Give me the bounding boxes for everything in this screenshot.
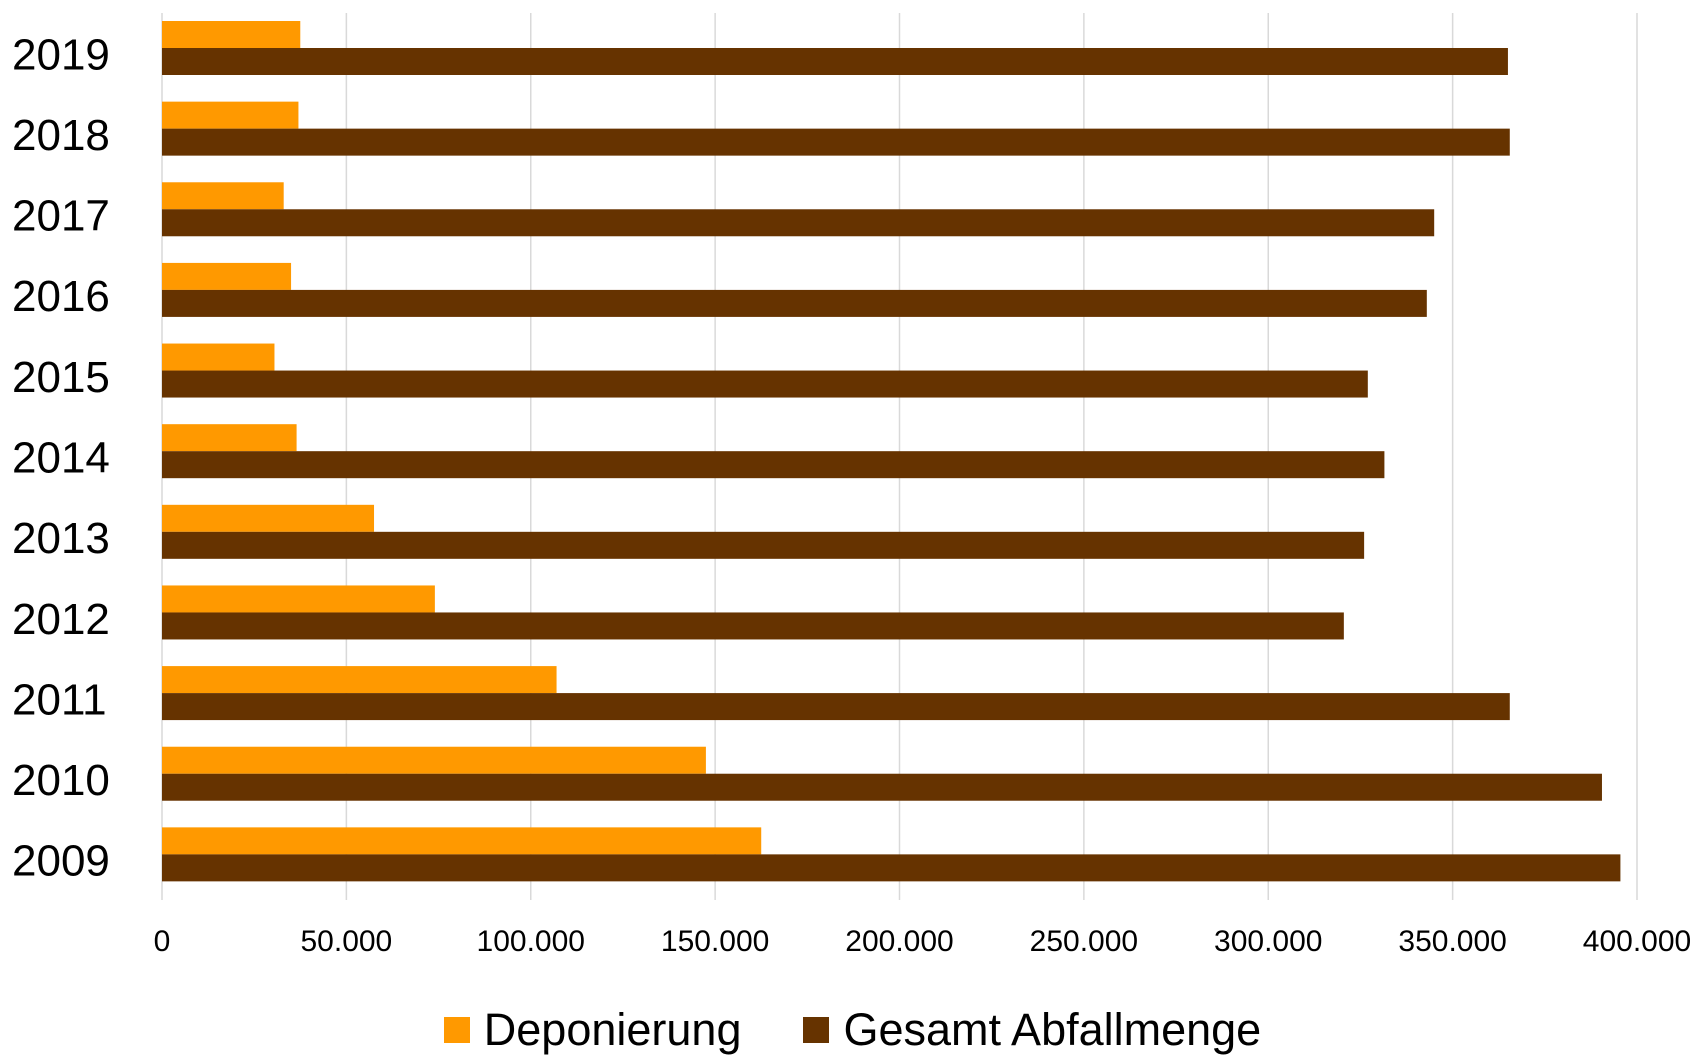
x-tick-label: 0 [154,925,171,958]
legend-swatch-deponierung [443,1017,470,1043]
bar-gesamt-2018 [162,128,1510,156]
x-tick-label: 400.000 [1583,925,1691,958]
category-label: 2016 [12,272,110,321]
x-tick-label: 250.000 [1030,925,1138,958]
category-label: 2009 [12,837,110,886]
category-label: 2010 [12,756,110,805]
bar-gesamt-2010 [162,773,1602,801]
bar-gesamt-2014 [162,451,1385,479]
bar-deponierung-2013 [162,504,375,532]
bar-deponierung-2015 [162,343,275,371]
legend-label-deponierung: Deponierung [483,1004,742,1055]
x-axis-tick-labels: 0 50.000 100.000 150.000 200.000 250.000 300.0… [154,925,1692,958]
bar-gesamt-2012 [162,612,1344,640]
category-label: 2013 [12,514,110,563]
bar-deponierung-2016 [162,262,292,290]
legend-swatch-gesamt [803,1017,830,1043]
legend: Deponierung Gesamt Abfallmenge [0,1000,1705,1060]
category-label: 2019 [12,30,110,79]
bar-deponierung-2017 [162,182,284,210]
x-tick-label: 200.000 [845,925,953,958]
category-labels: 2019 2018 2017 2016 2015 2014 2013 2012 2011 2010… [12,30,110,885]
bar-gesamt-2015 [162,370,1368,398]
bar-chart: 2019 2018 2017 2016 2015 2014 2013 2012 2011 2010… [12,13,1692,958]
bar-gesamt-2019 [162,48,1508,75]
x-tick-label: 300.000 [1214,925,1322,958]
bar-gesamt-2009 [162,854,1621,882]
bar-gesamt-2011 [162,693,1510,721]
category-label: 2017 [12,192,110,241]
category-label: 2018 [12,111,110,160]
bar-gesamt-2013 [162,531,1365,559]
x-tick-label: 350.000 [1398,925,1506,958]
category-label: 2012 [12,595,110,644]
bar-gesamt-2017 [162,209,1435,237]
bar-gesamt-2016 [162,289,1427,317]
bar-deponierung-2019 [162,21,301,48]
bar-deponierung-2009 [162,827,762,855]
x-tick-label: 150.000 [661,925,769,958]
bars [162,21,1621,882]
legend-label-gesamt: Gesamt Abfallmenge [843,1004,1262,1055]
bar-deponierung-2014 [162,424,297,452]
category-label: 2015 [12,353,110,402]
legend-item-deponierung: Deponierung [443,1004,742,1056]
category-label: 2014 [12,434,110,483]
x-tick-label: 50.000 [300,925,392,958]
category-label: 2011 [12,675,107,724]
bar-deponierung-2011 [162,666,557,694]
bar-deponierung-2012 [162,585,435,613]
legend-item-gesamt: Gesamt Abfallmenge [803,1004,1261,1056]
bar-deponierung-2010 [162,746,706,774]
x-tick-label: 100.000 [477,925,585,958]
bar-deponierung-2018 [162,101,299,129]
